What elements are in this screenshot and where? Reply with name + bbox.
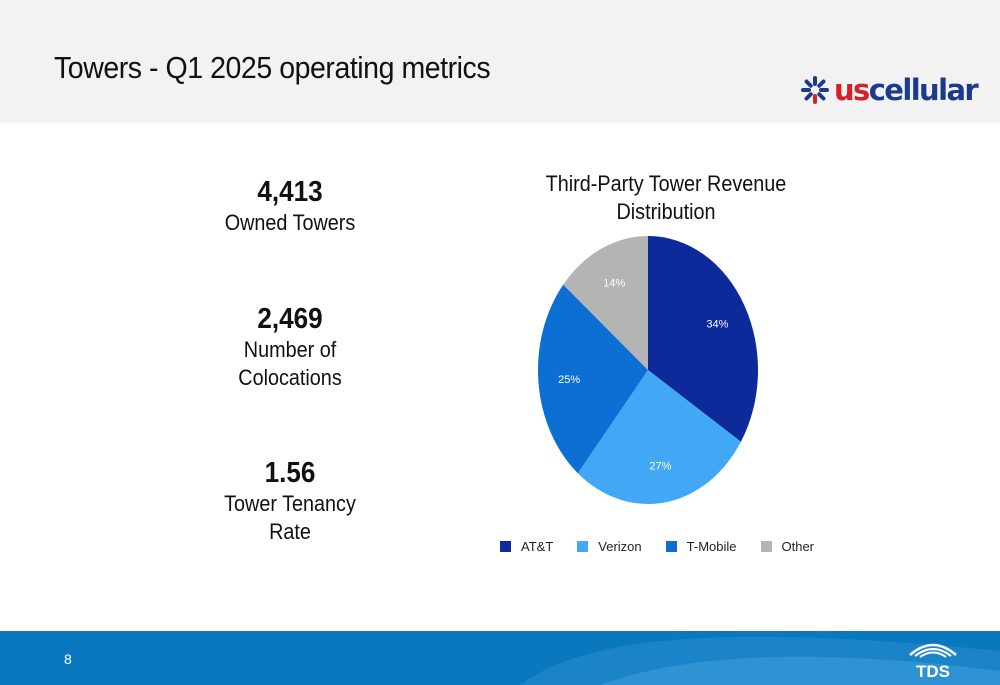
uscellular-logo: uscellular	[800, 70, 979, 110]
metric-tenancy-rate: 1.56 Tower Tenancy Rate	[190, 456, 390, 546]
pie-slice-other	[563, 236, 648, 370]
metric-label: Tower Tenancy	[224, 491, 356, 516]
chart-title: Third-Party Tower Revenue Distribution	[531, 170, 801, 226]
legend-item: AT&T	[500, 539, 553, 554]
metric-value: 2,469	[257, 303, 323, 335]
legend-swatch	[665, 541, 677, 552]
star-icon	[801, 76, 829, 104]
pie-data-label: 14%	[603, 278, 625, 290]
legend-swatch	[760, 541, 772, 552]
legend-label: AT&T	[521, 539, 554, 554]
legend-item: T-Mobile	[665, 539, 737, 554]
page-number: 8	[64, 651, 72, 667]
metric-label: Rate	[269, 519, 311, 544]
legend-label: T-Mobile	[686, 539, 737, 554]
footer-wave-decoration	[520, 636, 1000, 685]
legend-label: Other	[781, 539, 815, 554]
legend-item: Verizon	[577, 539, 642, 554]
page-title: Towers - Q1 2025 operating metrics	[54, 50, 491, 85]
chart-title-line: Third-Party Tower Revenue	[545, 171, 787, 196]
pie-data-label: 34%	[706, 319, 728, 331]
chart-legend: AT&T Verizon T-Mobile Other	[500, 539, 838, 554]
metric-label: Owned Towers	[224, 210, 356, 235]
legend-swatch	[577, 541, 589, 552]
pie-data-label: 27%	[649, 460, 671, 472]
legend-item: Other	[760, 539, 815, 554]
tds-logo: TDS	[909, 643, 957, 679]
pie-slice-at-t	[648, 236, 758, 442]
pie-chart: 34% 27% 25% 14%	[538, 236, 758, 504]
metric-label: Colocations	[238, 365, 342, 390]
pie-slice-t-mobile	[538, 284, 648, 474]
metric-colocations: 2,469 Number of Colocations	[190, 302, 390, 392]
svg-text:TDS: TDS	[916, 662, 950, 679]
header-band: Towers - Q1 2025 operating metrics uscel…	[0, 0, 1000, 123]
metric-owned-towers: 4,413 Owned Towers	[190, 175, 390, 237]
logo-wordmark: uscellular	[834, 73, 979, 107]
pie-slice-verizon	[577, 370, 741, 504]
chart-title-line: Distribution	[616, 199, 716, 224]
pie-data-label: 25%	[558, 374, 580, 386]
metric-label: Number of	[243, 337, 337, 362]
metric-value: 1.56	[264, 457, 316, 489]
footer-band: 8 TDS	[0, 631, 1000, 685]
metric-value: 4,413	[257, 176, 323, 208]
legend-swatch	[500, 541, 511, 552]
legend-label: Verizon	[598, 539, 642, 554]
